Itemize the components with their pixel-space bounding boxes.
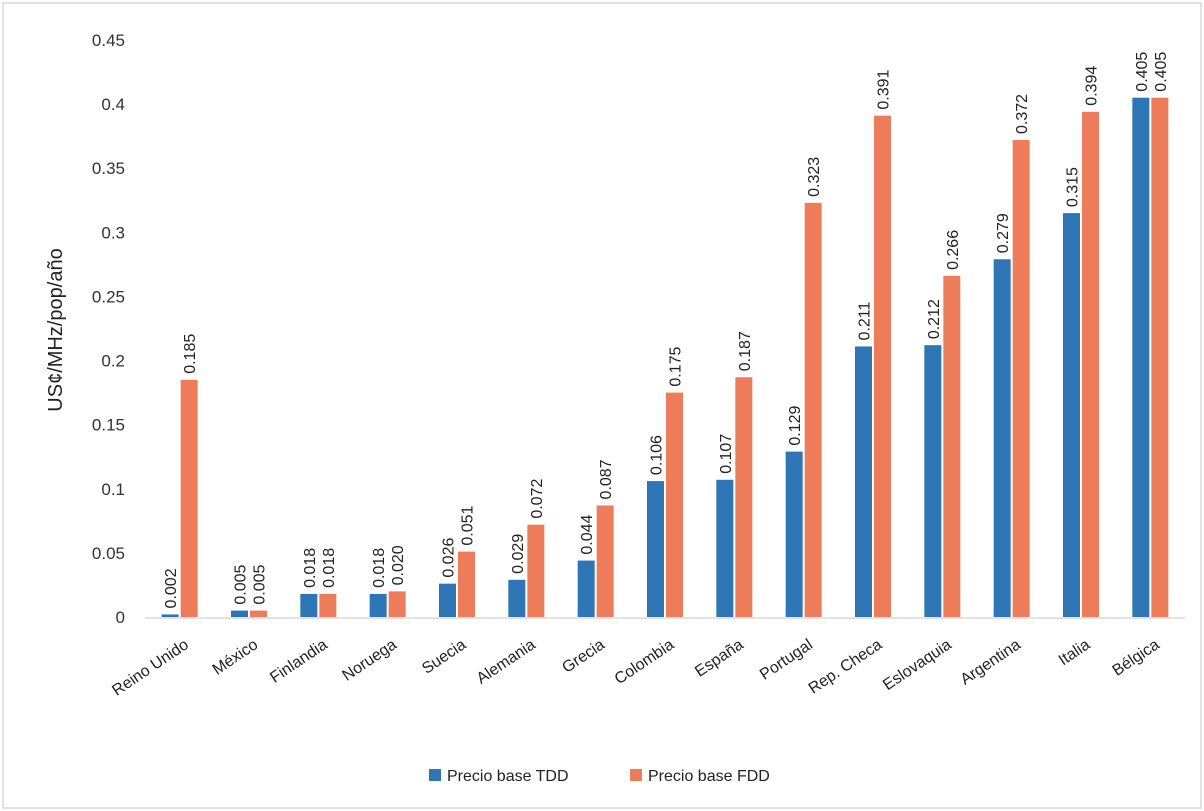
value-label-tdd: 0.212	[926, 299, 943, 339]
value-label-fdd: 0.018	[321, 548, 338, 588]
value-label-tdd: 0.029	[510, 534, 527, 574]
bar-tdd	[647, 481, 664, 617]
legend-swatch-tdd	[429, 769, 441, 781]
value-label-fdd: 0.020	[390, 545, 407, 585]
y-tick-label: 0.15	[92, 416, 125, 435]
value-label-tdd: 0.211	[857, 301, 874, 340]
y-tick-label: 0.35	[92, 159, 125, 178]
bar-tdd	[577, 560, 595, 617]
bar-tdd	[161, 614, 179, 617]
bar-fdd	[458, 551, 475, 617]
value-label-fdd: 0.005	[252, 564, 269, 604]
bar-tdd	[369, 593, 387, 617]
value-label-fdd: 0.175	[668, 346, 685, 386]
value-label-tdd: 0.005	[233, 564, 250, 604]
legend-label-fdd: Precio base FDD	[648, 768, 770, 785]
legend-label-tdd: Precio base TDD	[447, 768, 569, 785]
legend-swatch-fdd	[630, 769, 642, 781]
value-label-fdd: 0.051	[460, 505, 477, 545]
bar-tdd	[1063, 213, 1080, 617]
y-tick-label: 0.4	[101, 95, 125, 114]
value-label-tdd: 0.279	[995, 213, 1012, 253]
bar-tdd	[785, 451, 803, 617]
bar-fdd	[388, 591, 406, 617]
value-label-fdd: 0.187	[737, 331, 754, 371]
y-tick-label: 0.45	[92, 31, 125, 50]
legend: Precio base TDD Precio base FDD	[429, 768, 770, 785]
value-label-tdd: 0.018	[302, 548, 319, 588]
y-tick-label: 0	[116, 608, 125, 627]
y-axis-title: US¢/MHz/pop/año	[45, 248, 67, 411]
bar-tdd	[300, 593, 318, 617]
value-label-fdd: 0.323	[806, 157, 823, 197]
bars-group	[161, 97, 1169, 617]
y-tick-label: 0.2	[101, 352, 125, 371]
bar-fdd	[250, 610, 267, 617]
bar-fdd	[1012, 140, 1030, 617]
bar-fdd	[735, 377, 753, 617]
bar-tdd	[231, 610, 248, 617]
bar-fdd	[180, 379, 198, 617]
bar-fdd	[319, 593, 337, 617]
y-tick-label: 0.3	[101, 223, 125, 242]
bar-fdd	[1151, 97, 1169, 617]
bar-tdd	[439, 583, 456, 617]
value-label-tdd: 0.405	[1134, 52, 1151, 92]
value-label-fdd: 0.372	[1014, 94, 1031, 134]
bar-tdd	[924, 345, 942, 617]
y-tick-label: 0.1	[101, 480, 125, 499]
bar-fdd	[1082, 111, 1099, 617]
value-label-tdd: 0.129	[787, 405, 804, 445]
value-label-fdd: 0.087	[598, 459, 615, 499]
bar-fdd	[666, 392, 683, 617]
value-label-fdd: 0.266	[945, 230, 962, 270]
value-label-tdd: 0.106	[649, 435, 666, 475]
value-label-fdd: 0.072	[529, 479, 546, 519]
bar-tdd	[508, 579, 526, 617]
bar-fdd	[874, 115, 891, 617]
bar-tdd	[1132, 97, 1150, 617]
y-tick-label: 0.05	[92, 544, 125, 563]
y-axis-ticks: 0 0.05 0.1 0.15 0.2 0.25 0.3 0.35 0.4 0.45	[92, 31, 125, 627]
value-label-fdd: 0.391	[876, 70, 893, 110]
value-label-tdd: 0.002	[163, 568, 180, 608]
bar-tdd	[855, 346, 872, 617]
value-label-fdd: 0.185	[182, 334, 199, 374]
bar-fdd	[804, 202, 822, 617]
bar-fdd	[527, 524, 545, 617]
value-label-tdd: 0.018	[371, 548, 388, 588]
bar-tdd	[993, 259, 1011, 617]
bar-tdd	[716, 479, 734, 617]
value-label-fdd: 0.394	[1084, 66, 1101, 106]
bar-fdd	[943, 275, 961, 617]
value-label-tdd: 0.026	[441, 538, 458, 578]
value-label-tdd: 0.107	[718, 434, 735, 474]
value-label-tdd: 0.044	[579, 514, 596, 554]
y-tick-label: 0.25	[92, 287, 125, 306]
value-label-tdd: 0.315	[1065, 167, 1082, 207]
value-label-fdd: 0.405	[1153, 52, 1170, 92]
bar-fdd	[596, 505, 614, 617]
